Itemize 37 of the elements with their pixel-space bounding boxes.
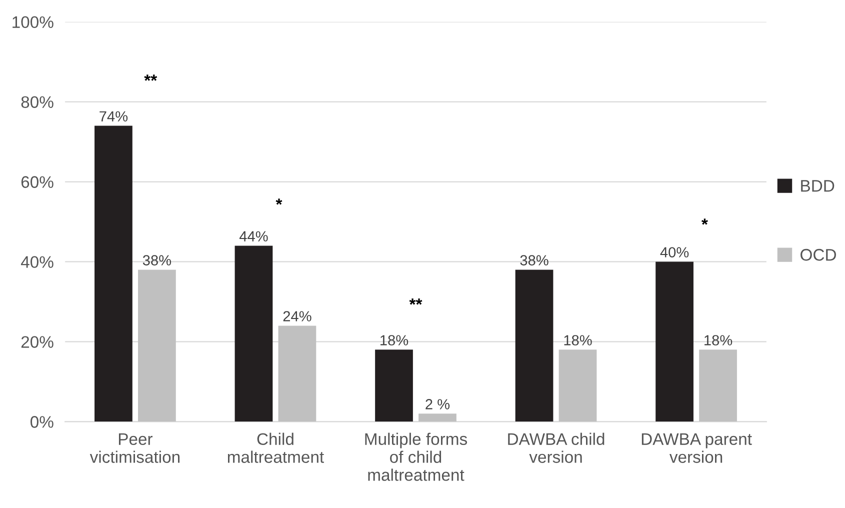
y-tick-label: 60% (21, 176, 54, 188)
annotation: ** (409, 298, 422, 305)
data-label: 74% (100, 111, 128, 122)
x-tick-label: Multiple forms of child maltreatment (365, 432, 468, 481)
legend-label: BDD (801, 180, 834, 192)
y-tick-label: 40% (20, 256, 54, 268)
annotation: * (702, 218, 708, 225)
y-tick-label: 20% (21, 336, 54, 348)
bar (375, 350, 413, 422)
data-label: 18% (380, 335, 408, 346)
bar (278, 326, 316, 422)
bar (234, 246, 273, 422)
y-tick-label: 0% (30, 416, 54, 428)
y-tick-label: 100% (12, 16, 54, 28)
x-tick-label: Peer victimisation (90, 433, 180, 463)
data-label: 2 % (426, 399, 450, 410)
data-label: 24% (283, 311, 312, 322)
data-label: 18% (704, 335, 732, 346)
bar (558, 350, 597, 422)
bar (699, 350, 737, 422)
data-label: 40% (660, 247, 689, 258)
legend-label: OCD (800, 248, 836, 261)
x-tick-label: DAWBA child version (508, 432, 604, 463)
bar (138, 270, 176, 422)
data-label: 44% (239, 231, 268, 242)
bar (656, 262, 694, 422)
data-label: 18% (564, 335, 592, 346)
data-label: 38% (520, 255, 548, 266)
bar (94, 126, 132, 422)
annotation: * (276, 198, 282, 205)
x-tick-label: DAWBA parent version (642, 433, 752, 463)
bar (515, 270, 554, 422)
annotation: ** (144, 74, 158, 81)
data-label: 38% (142, 255, 172, 266)
x-tick-label: Child maltreatment (228, 432, 324, 463)
y-tick-label: 80% (21, 96, 54, 108)
bar (418, 414, 456, 422)
